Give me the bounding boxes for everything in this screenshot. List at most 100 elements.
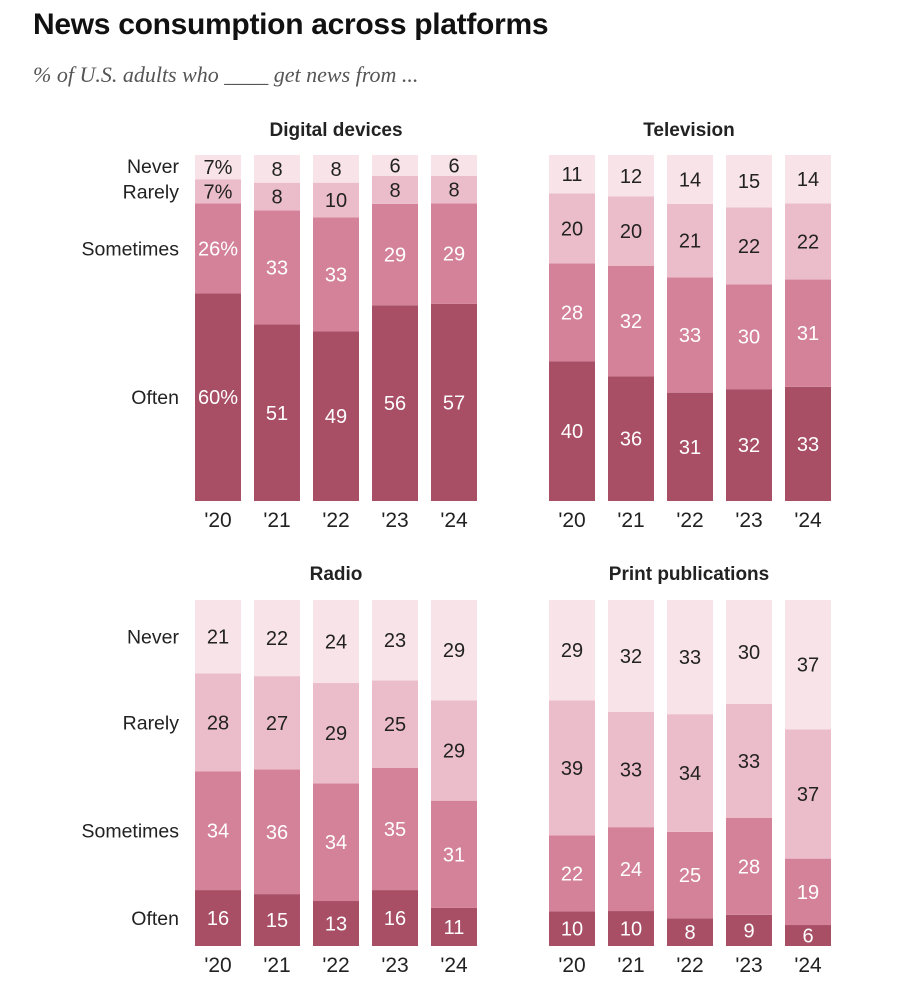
tick-radio-2: '22 <box>322 954 349 977</box>
bar-print-publications-sometimes-4 <box>785 858 831 926</box>
bar-digital-devices-rarely-1 <box>254 182 300 211</box>
bar-digital-devices-rarely-4 <box>431 175 477 204</box>
label-television-sometimes-2: 33 <box>679 325 701 347</box>
label-digital-devices-rarely-0: 7% <box>204 181 233 203</box>
label-television-often-2: 31 <box>679 437 701 459</box>
label-print-publications-never-2: 33 <box>679 647 701 669</box>
row-label-radio-never: Never <box>127 627 180 649</box>
label-digital-devices-sometimes-3: 29 <box>384 245 406 267</box>
label-radio-often-4: 11 <box>444 917 465 939</box>
bar-radio-rarely-1 <box>254 676 300 770</box>
row-label-digital-sometimes: Sometimes <box>81 238 179 260</box>
label-print-publications-often-1: 10 <box>620 919 642 941</box>
label-print-publications-never-4: 37 <box>797 655 819 677</box>
label-radio-sometimes-4: 31 <box>443 844 465 866</box>
label-radio-rarely-2: 29 <box>325 723 347 745</box>
bar-digital-devices-sometimes-1 <box>254 210 300 325</box>
bar-digital-devices-sometimes-4 <box>431 203 477 304</box>
bar-radio-never-2 <box>313 600 359 684</box>
bar-print-publications-never-1 <box>608 600 654 712</box>
label-print-publications-never-3: 30 <box>738 642 760 664</box>
label-radio-often-3: 16 <box>384 908 406 930</box>
label-digital-devices-never-4: 6 <box>448 155 459 177</box>
bar-print-publications-rarely-1 <box>608 711 654 828</box>
bar-print-publications-sometimes-2 <box>667 831 713 919</box>
bar-television-never-2 <box>667 155 713 204</box>
bar-digital-devices-sometimes-2 <box>313 217 359 332</box>
label-print-publications-rarely-0: 39 <box>561 758 583 780</box>
bar-digital-devices-often-2 <box>313 331 359 501</box>
bar-radio-often-2 <box>313 901 359 946</box>
label-radio-never-0: 21 <box>207 627 229 649</box>
label-print-publications-often-4: 6 <box>802 926 813 948</box>
label-print-publications-never-0: 29 <box>561 640 583 662</box>
bar-digital-devices-never-0 <box>195 155 241 180</box>
label-print-publications-rarely-2: 34 <box>679 763 701 785</box>
label-television-sometimes-0: 28 <box>561 302 583 324</box>
label-radio-sometimes-0: 34 <box>207 821 229 843</box>
label-radio-rarely-1: 27 <box>266 713 288 735</box>
bar-digital-devices-often-0 <box>195 293 241 501</box>
label-radio-often-2: 13 <box>325 914 347 936</box>
label-digital-devices-never-3: 6 <box>389 155 400 177</box>
tick-digital-devices-4: '24 <box>440 509 468 532</box>
bar-television-often-0 <box>549 361 595 501</box>
label-radio-often-0: 16 <box>207 908 229 930</box>
label-television-sometimes-4: 31 <box>797 323 819 345</box>
tick-print-publications-0: '20 <box>558 954 585 977</box>
tick-radio-1: '21 <box>263 954 290 977</box>
label-digital-devices-often-2: 49 <box>325 406 347 428</box>
label-television-never-4: 14 <box>797 169 819 191</box>
bar-radio-rarely-2 <box>313 683 359 784</box>
panel-title-print-publications: Print publications <box>609 564 769 585</box>
bar-radio-never-1 <box>254 600 300 677</box>
label-television-sometimes-3: 30 <box>738 327 760 349</box>
bar-television-never-0 <box>549 155 595 194</box>
row-label-radio-rarely: Rarely <box>123 712 180 734</box>
bar-digital-devices-sometimes-3 <box>372 203 418 306</box>
bar-digital-devices-never-4 <box>431 155 477 176</box>
label-digital-devices-often-1: 51 <box>266 403 288 425</box>
tick-print-publications-1: '21 <box>617 954 644 977</box>
bar-television-never-4 <box>785 155 831 204</box>
label-television-rarely-2: 21 <box>679 231 701 253</box>
bar-television-sometimes-2 <box>667 277 713 393</box>
row-label-digital-often: Often <box>131 387 179 409</box>
bar-print-publications-often-4 <box>785 925 831 946</box>
bar-digital-devices-never-3 <box>372 155 418 176</box>
tick-digital-devices-1: '21 <box>263 509 290 532</box>
label-print-publications-rarely-3: 33 <box>738 751 760 773</box>
label-digital-devices-rarely-4: 8 <box>448 180 459 202</box>
label-television-rarely-4: 22 <box>797 232 819 254</box>
label-radio-sometimes-1: 36 <box>266 822 288 844</box>
label-radio-often-1: 15 <box>266 910 288 932</box>
label-television-sometimes-1: 32 <box>620 311 642 333</box>
bar-television-never-3 <box>726 155 772 208</box>
label-radio-never-2: 24 <box>325 632 347 654</box>
tick-television-3: '23 <box>735 509 762 532</box>
label-digital-devices-sometimes-4: 29 <box>443 244 465 266</box>
label-digital-devices-often-3: 56 <box>384 393 406 415</box>
label-print-publications-sometimes-2: 25 <box>679 865 701 887</box>
tick-digital-devices-2: '22 <box>322 509 349 532</box>
panel-title-digital-devices: Digital devices <box>269 120 402 141</box>
tick-radio-0: '20 <box>204 954 231 977</box>
tick-digital-devices-3: '23 <box>381 509 408 532</box>
label-television-never-3: 15 <box>738 171 760 193</box>
row-label-digital-never: Never <box>127 156 180 178</box>
bar-radio-sometimes-0 <box>195 771 241 891</box>
panel-title-television: Television <box>643 120 735 141</box>
bar-print-publications-sometimes-1 <box>608 827 654 912</box>
bar-print-publications-sometimes-0 <box>549 835 595 912</box>
bar-television-rarely-3 <box>726 207 772 285</box>
label-print-publications-rarely-1: 33 <box>620 760 642 782</box>
tick-television-2: '22 <box>676 509 703 532</box>
panel-title-radio: Radio <box>310 564 363 585</box>
label-digital-devices-often-4: 57 <box>443 392 465 414</box>
label-print-publications-often-2: 8 <box>684 922 695 944</box>
tick-radio-4: '24 <box>440 954 468 977</box>
tick-television-1: '21 <box>617 509 644 532</box>
bar-radio-often-1 <box>254 894 300 946</box>
bar-digital-devices-often-4 <box>431 303 477 501</box>
